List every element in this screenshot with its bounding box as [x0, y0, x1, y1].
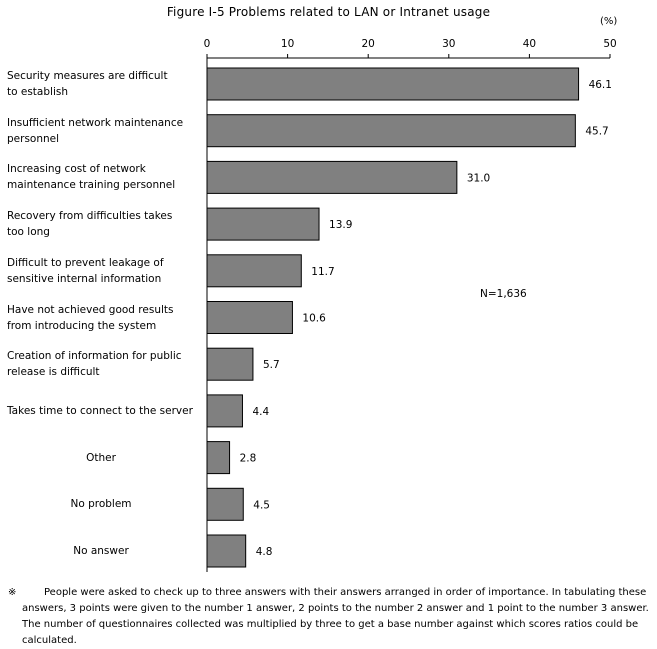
x-tick-label: 0	[204, 38, 211, 50]
bar-value-label: 13.9	[329, 219, 352, 231]
category-label: Recovery from difficulties takes too lon…	[7, 210, 173, 239]
category-label: Takes time to connect to the server	[7, 404, 193, 417]
bar-value-label: 4.4	[252, 406, 269, 418]
bar-value-label: 5.7	[263, 359, 280, 371]
footnote-text: People were asked to check up to three a…	[22, 587, 649, 646]
x-tick-label: 30	[442, 38, 455, 50]
bar	[206, 207, 320, 241]
bar	[206, 441, 231, 475]
chart-title: Figure I-5 Problems related to LAN or In…	[166, 5, 491, 19]
bar	[206, 114, 576, 148]
bar-chart: 0 10 20 30 40 50 46.1 45.7 31.0 13.9 11.7 10.6 5.7 4.…	[204, 38, 617, 572]
bar	[206, 254, 302, 288]
bar	[206, 347, 254, 381]
bar-value-label: 10.6	[302, 313, 326, 325]
bar-value-label: 45.7	[585, 126, 608, 138]
category-label: No problem	[70, 498, 132, 511]
bar	[206, 160, 458, 194]
category-label: Have not achieved good results from intr…	[7, 303, 174, 332]
bar	[206, 394, 243, 428]
category-label: Insufficient network maintenance personn…	[7, 116, 184, 145]
x-tick-label: 20	[362, 38, 375, 50]
category-label: No answer	[73, 545, 129, 557]
category-label: Difficult to prevent leakage of sensitiv…	[7, 256, 164, 285]
bar-value-label: 2.8	[240, 453, 257, 465]
bar	[206, 487, 244, 521]
bar-value-label: 11.7	[311, 266, 334, 278]
bar-value-label: 31.0	[467, 172, 490, 184]
bar	[206, 534, 247, 568]
category-label: Increasing cost of network maintenance t…	[7, 163, 176, 192]
bar-value-label: 4.5	[253, 499, 270, 511]
bar-value-label: 4.8	[256, 546, 273, 558]
footnote-mark: ※	[8, 587, 17, 598]
sample-size-annotation: N=1,636	[480, 288, 527, 300]
bar	[206, 301, 293, 334]
x-tick-label: 10	[281, 38, 294, 50]
axis-unit-label: (%)	[600, 16, 618, 27]
bar	[206, 67, 580, 101]
category-label: Security measures are difficult to estab…	[7, 70, 168, 98]
x-tick-label: 50	[603, 38, 616, 50]
bar-value-label: 46.1	[589, 79, 612, 91]
x-tick-label: 40	[523, 38, 536, 50]
category-label: Other	[86, 451, 116, 464]
category-label: Creation of information for public relea…	[7, 350, 182, 379]
